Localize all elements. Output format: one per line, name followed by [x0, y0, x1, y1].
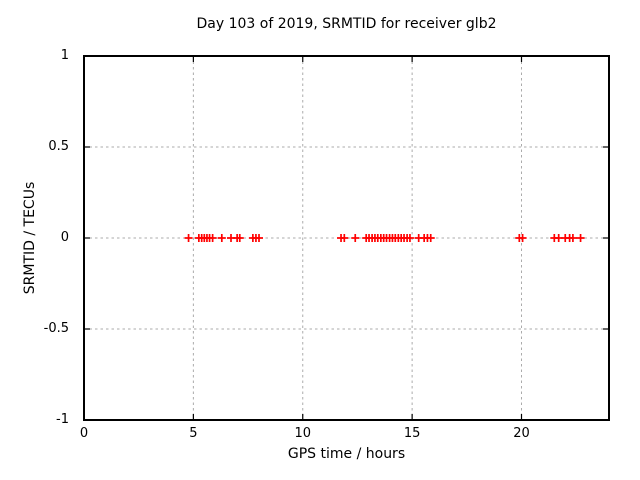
x-tick-label: 20: [513, 426, 530, 441]
data-point-marker: [426, 234, 435, 242]
data-point-marker: [340, 234, 349, 242]
y-tick-label: 0: [60, 230, 69, 245]
data-point-marker: [208, 234, 217, 242]
y-tick-label: -1: [56, 412, 69, 427]
data-point-marker: [568, 234, 577, 242]
x-tick-label: 15: [403, 426, 421, 441]
data-point-marker: [351, 234, 360, 242]
y-tick-label: 0.5: [48, 139, 69, 154]
chart-title: Day 103 of 2019, SRMTID for receiver glb…: [196, 16, 497, 32]
data-point-marker: [217, 234, 226, 242]
data-point-marker: [576, 234, 585, 242]
y-tick-label: 1: [60, 48, 69, 63]
data-point-marker: [235, 234, 244, 242]
x-tick-label: 0: [79, 426, 89, 441]
y-tick-label: -0.5: [43, 321, 69, 336]
data-point-marker: [518, 234, 527, 242]
x-tick-label: 5: [189, 426, 198, 441]
x-axis-label: GPS time / hours: [287, 446, 406, 462]
data-point-marker: [405, 234, 414, 242]
x-tick-label: 10: [294, 426, 312, 441]
data-point-marker: [184, 234, 193, 242]
data-point-marker: [255, 234, 263, 242]
